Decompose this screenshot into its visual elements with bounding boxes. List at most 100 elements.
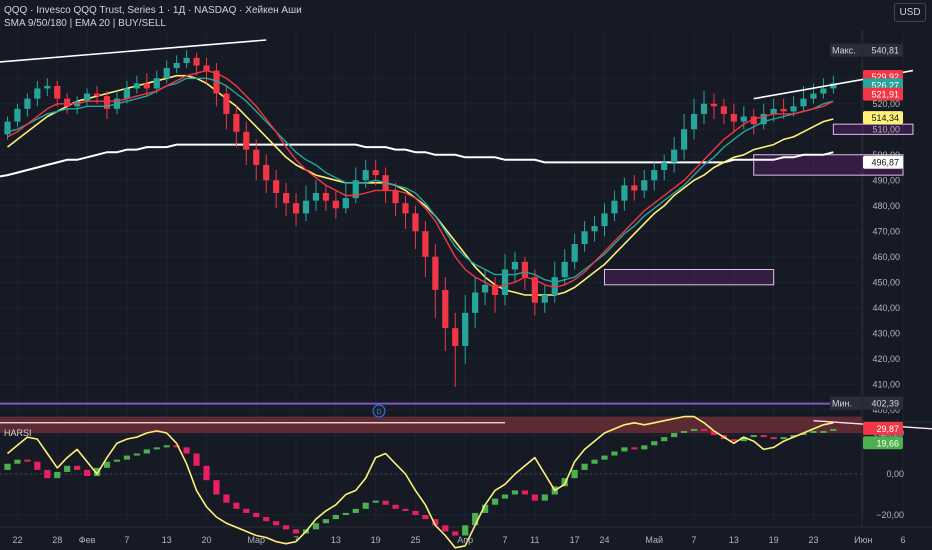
oscillator-bar [412,510,419,515]
oscillator-bar [54,471,61,479]
candle-body [253,149,260,165]
candle-body [332,200,339,209]
candle-body [531,277,538,303]
oscillator-bar [671,433,678,438]
candle-body [203,65,210,71]
time-tick-label: 25 [410,535,420,545]
price-badge-caption-bg [830,43,862,57]
candle-body [292,203,300,214]
candle-body [44,85,51,89]
time-tick-label: Апр [457,535,473,545]
candle-body [402,203,409,214]
candle-body [511,261,519,270]
time-tick-label: 28 [52,535,62,545]
indicator-legend[interactable]: SMA 9/50/180 | EMA 20 | BUY/SELL [4,18,166,29]
candle-body [223,93,230,114]
sma50-line [7,74,834,296]
oscillator-bar [243,508,250,513]
candle-body [263,164,270,181]
oscillator-bar [34,461,41,470]
candle-body [730,113,737,122]
candle-body [133,83,140,89]
candle-body [123,88,130,99]
oscillator-bar [730,439,737,442]
oscillator-bar [681,430,688,433]
candle-body [34,88,41,99]
candle-body [372,170,379,176]
oscillator-bar [800,433,807,436]
oscillator-bar [123,455,130,460]
oscillator-bar [342,512,349,515]
price-badge-caption: Мин. [832,399,852,409]
oscillator-bar [292,529,300,534]
oscillator-bar [372,500,379,503]
candle-body [591,226,598,232]
price-badge: 540,81 [871,46,899,56]
oscillator-bar [93,467,101,477]
candle-body [651,170,658,181]
oscillator-bar [591,459,598,464]
price-badge: 529,92 [871,72,899,82]
candle-body [710,103,718,107]
candle-body [810,93,817,99]
oscillator-badge-bg [863,436,903,450]
candle-body [760,113,767,125]
oscillator-bar [4,463,11,470]
price-tick-label: 430,00 [872,328,900,338]
price-badge: 402,39 [871,399,899,409]
price-tick-label: 410,00 [872,379,900,389]
oscillator-bar [581,463,588,470]
price-badge-bg [863,87,903,101]
time-tick-label: 11 [530,535,539,545]
oscillator-bar [352,508,359,513]
oscillator-label[interactable]: HARSI [4,428,32,438]
price-tick-label: 470,00 [872,226,900,236]
oscillator-bar [113,459,121,462]
candle-body [452,328,459,346]
price-tick-label: 460,00 [872,252,900,262]
candle-body [631,185,638,191]
candle-body [213,70,220,94]
candle-body [830,83,837,89]
price-tick-label: 420,00 [872,354,900,364]
oscillator-bar [611,451,618,456]
time-tick-label: 7 [124,535,129,545]
oscillator-bar [183,447,190,454]
oscillator-bar [571,469,578,479]
oscillator-bar [24,459,31,462]
candle-body [183,57,190,63]
oscillator-badge: 29,87 [876,424,899,434]
price-badge: 514,34 [871,113,899,123]
candle-body [54,85,61,99]
time-tick-label: 23 [808,535,818,545]
oscillator-bar [760,435,767,438]
candle-body [482,284,489,293]
time-tick-label: Июн [854,535,872,545]
oscillator-bar [780,437,787,440]
candle-body [432,256,439,290]
oscillator-bar [382,500,389,505]
dividend-marker-label: D [376,409,381,416]
oscillator-bar [521,490,528,495]
oscillator-bar [273,521,280,526]
candle-body [681,129,688,150]
currency-button[interactable]: USD [894,3,926,22]
candle-body [551,277,558,295]
oscillator-bar [700,428,708,431]
oscillator-bar [153,447,160,450]
oscillator-bar [283,525,290,530]
candle-body [601,213,608,227]
oscillator-bar [263,517,270,522]
oscillator-bar [710,430,718,436]
price-badge-caption-bg [830,396,862,410]
candle-body [690,113,698,130]
oscillator-bar [661,437,668,442]
price-tick-label: 510,00 [872,124,900,134]
oscillator-bar [322,519,329,524]
candle-body [362,170,369,181]
oscillator-bar [770,437,777,440]
oscillator-bar [511,490,519,495]
price-tick-label: 390,00 [872,430,900,440]
